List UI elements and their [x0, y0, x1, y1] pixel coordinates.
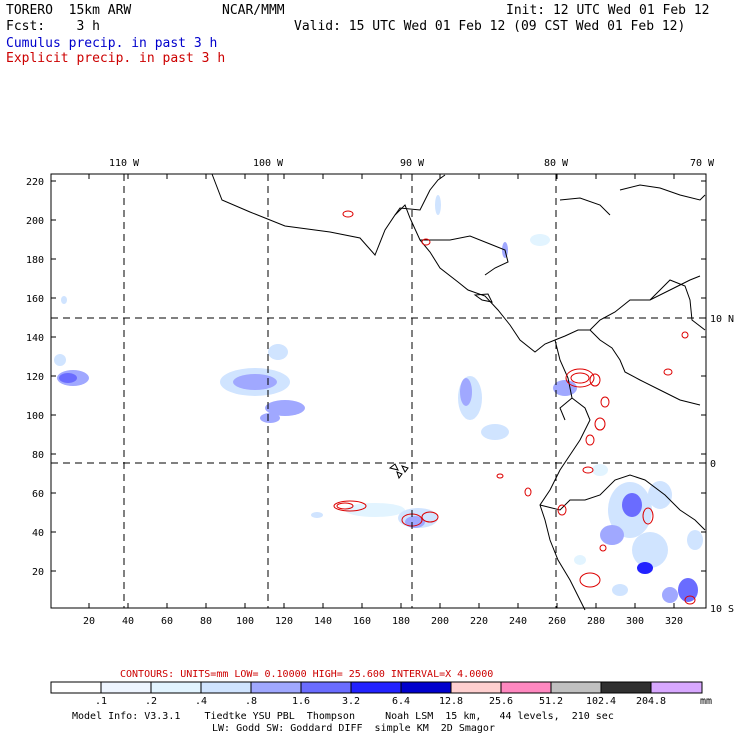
x-tick-label: 100 — [236, 616, 254, 627]
x-tick-label: 80 — [200, 616, 212, 627]
explicit-precip-contours — [333, 210, 696, 605]
map-frame — [50, 173, 707, 609]
colorbar-swatch — [650, 681, 703, 694]
lat-label: 10 S — [710, 604, 734, 615]
y-tick-label: 160 — [26, 294, 44, 305]
colorbar-label: 1.6 — [292, 696, 310, 707]
colorbar-swatch — [100, 681, 152, 694]
lat-label: 0 — [710, 459, 716, 470]
colorbar-label: .4 — [195, 696, 207, 707]
colorbar-swatch — [550, 681, 602, 694]
y-tick-label: 20 — [32, 567, 44, 578]
colorbar-label: .8 — [245, 696, 257, 707]
y-tick-label: 80 — [32, 450, 44, 461]
x-tick-label: 280 — [587, 616, 605, 627]
x-tick-label: 20 — [83, 616, 95, 627]
colorbar-swatch — [350, 681, 402, 694]
axis-ticks — [51, 174, 706, 608]
contours-info: CONTOURS: UNITS=mm LOW= 0.10000 HIGH= 25… — [120, 669, 493, 680]
forecast-hour: Fcst: 3 h — [6, 19, 100, 34]
colorbar-label: 12.8 — [439, 696, 463, 707]
lon-label: 100 W — [253, 158, 284, 169]
y-tick-label: 140 — [26, 333, 44, 344]
cumulus-precip-shading — [54, 195, 703, 603]
colorbar-swatch — [250, 681, 302, 694]
org-label: NCAR/MMM — [222, 3, 285, 18]
x-tick-label: 300 — [626, 616, 644, 627]
x-tick-label: 180 — [392, 616, 410, 627]
x-tick-label: 220 — [470, 616, 488, 627]
coastlines — [211, 173, 706, 611]
colorbar — [50, 681, 703, 694]
y-tick-label: 180 — [26, 255, 44, 266]
x-tick-label: 160 — [353, 616, 371, 627]
y-tick-label: 40 — [32, 528, 44, 539]
x-tick-label: 140 — [314, 616, 332, 627]
x-tick-label: 240 — [509, 616, 527, 627]
y-tick-label: 200 — [26, 216, 44, 227]
colorbar-label: 6.4 — [392, 696, 410, 707]
colorbar-labels: .1 .2 .4 .8 1.6 3.2 6.4 12.8 25.6 51.2 1… — [95, 696, 712, 707]
init-time: Init: 12 UTC Wed 01 Feb 12 — [506, 3, 710, 18]
colorbar-label: 204.8 — [636, 696, 666, 707]
colorbar-swatch — [450, 681, 502, 694]
cumulus-legend: Cumulus precip. in past 3 h — [6, 36, 218, 51]
model-info-line2: LW: Godd SW: Goddard DIFF simple KM 2D S… — [212, 723, 495, 734]
colorbar-label: .2 — [145, 696, 157, 707]
lon-label: 90 W — [400, 158, 425, 169]
colorbar-swatch — [200, 681, 252, 694]
colorbar-swatch — [400, 681, 452, 694]
x-tick-labels: 20 40 60 80 100 120 140 160 180 200 220 … — [83, 616, 683, 627]
colorbar-label: 3.2 — [342, 696, 360, 707]
colorbar-swatch — [500, 681, 552, 694]
lon-label: 80 W — [544, 158, 569, 169]
y-tick-label: 60 — [32, 489, 44, 500]
y-tick-label: 120 — [26, 372, 44, 383]
valid-time: Valid: 15 UTC Wed 01 Feb 12 (09 CST Wed … — [294, 19, 686, 34]
colorbar-swatch — [150, 681, 202, 694]
lon-label: 110 W — [109, 158, 140, 169]
lon-label: 70 W — [690, 158, 715, 169]
latitude-labels: 10 N 0 10 S — [710, 314, 734, 615]
y-tick-labels: 220 200 180 160 140 120 100 80 60 40 20 — [26, 177, 44, 578]
x-tick-label: 60 — [161, 616, 173, 627]
model-title: TORERO 15km ARW — [6, 3, 132, 18]
model-info-line1: Model Info: V3.3.1 Tiedtke YSU PBL Thomp… — [72, 711, 614, 722]
longitude-labels: 110 W 100 W 90 W 80 W 70 W — [109, 158, 715, 169]
x-tick-label: 40 — [122, 616, 134, 627]
colorbar-label: 51.2 — [539, 696, 563, 707]
colorbar-label: 102.4 — [586, 696, 616, 707]
explicit-legend: Explicit precip. in past 3 h — [6, 51, 226, 66]
colorbar-label: .1 — [95, 696, 107, 707]
x-tick-label: 200 — [431, 616, 449, 627]
latlon-grid — [51, 174, 706, 608]
colorbar-units: mm — [700, 696, 712, 707]
x-tick-label: 120 — [275, 616, 293, 627]
colorbar-swatch — [50, 681, 102, 694]
x-tick-label: 320 — [665, 616, 683, 627]
colorbar-swatch — [300, 681, 352, 694]
colorbar-label: 25.6 — [489, 696, 513, 707]
x-tick-label: 260 — [548, 616, 566, 627]
colorbar-swatch — [600, 681, 652, 694]
lat-label: 10 N — [710, 314, 734, 325]
y-tick-label: 100 — [26, 411, 44, 422]
y-tick-label: 220 — [26, 177, 44, 188]
